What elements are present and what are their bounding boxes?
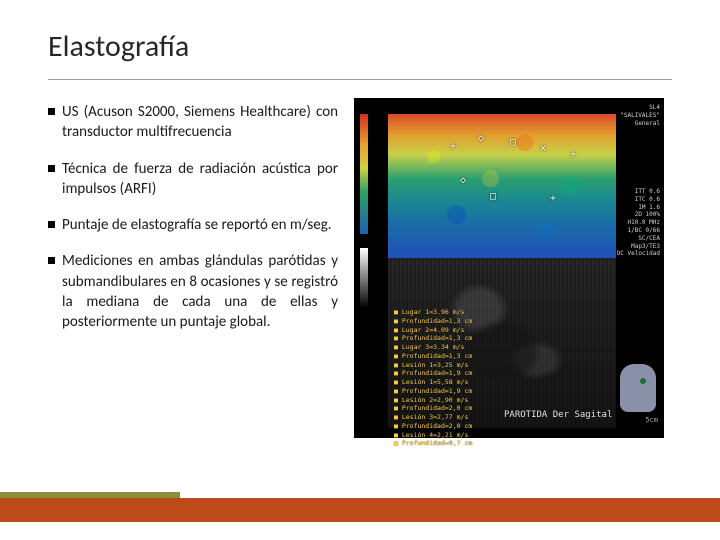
grayscale-bar [360, 248, 368, 308]
bullet-item: US (Acuson S2000, Siemens Healthcare) co… [48, 102, 338, 143]
measurement-line: ■ Profundidad=1,3 cm [394, 317, 504, 326]
measurement-line: ■ Profundidad=0,7 cm [394, 439, 504, 448]
bullet-text: Mediciones en ambas glándulas parótidas … [62, 251, 338, 332]
measurement-line: ■ Lesión 3=2,77 m/s [394, 413, 504, 422]
measurement-line: ■ Profundidad=2,0 cm [394, 404, 504, 413]
bullet-text: Técnica de fuerza de radiación acústica … [62, 159, 338, 200]
vendor-line: SL4 [620, 104, 660, 112]
measurement-line: ■ Profundidad=1,3 cm [394, 352, 504, 361]
footer-accent-bar [0, 498, 720, 522]
content-row: US (Acuson S2000, Siemens Healthcare) co… [48, 98, 672, 438]
bullet-item: Puntaje de elastografía se reportó en m/… [48, 215, 338, 235]
elastography-region: + ◇ □ ✕ + ◇ □ + [388, 114, 616, 258]
vendor-line: OC Velocidad [617, 250, 660, 258]
elasto-marker-icon: + [448, 142, 458, 152]
text-column: US (Acuson S2000, Siemens Healthcare) co… [48, 98, 338, 438]
measurement-line: ■ Profundidad=1,9 cm [394, 369, 504, 378]
measurement-line: ■ Profundidad=1,3 cm [394, 334, 504, 343]
image-caption: PAROTIDA Der Sagital [504, 410, 612, 420]
measurement-line: ■ Lugar 1=3.96 m/s [394, 308, 504, 317]
slide: Elastografía US (Acuson S2000, Siemens H… [0, 0, 720, 540]
bullet-text: Puntaje de elastografía se reportó en m/… [62, 215, 338, 235]
elasto-marker-icon: + [548, 194, 558, 204]
measurement-list: ■ Lugar 1=3.96 m/s■ Profundidad=1,3 cm■ … [394, 308, 504, 448]
elasto-noise [388, 114, 616, 258]
elasto-marker-icon: ◇ [458, 176, 468, 186]
vendor-line: SC/CEA [617, 235, 660, 243]
ultrasound-image: SL4 "SALIVALES" General ITT 0.6 ITC 0.6 … [354, 98, 664, 438]
elasto-marker-icon: ✕ [538, 144, 548, 154]
bullet-icon [48, 165, 55, 172]
measurement-line: ■ Profundidad=2,0 cm [394, 422, 504, 431]
measurement-line: ■ Lugar 3=3.34 m/s [394, 343, 504, 352]
elasto-marker-icon: + [568, 150, 578, 160]
probe-orientation-icon [620, 364, 656, 408]
bullet-text: US (Acuson S2000, Siemens Healthcare) co… [62, 102, 338, 143]
vendor-line: "SALIVALES" [620, 112, 660, 120]
bullet-icon [48, 257, 55, 264]
vendor-info-top: SL4 "SALIVALES" General [620, 104, 660, 127]
title-rule [48, 79, 672, 80]
vendor-info-mid: ITT 0.6 ITC 0.6 IM 1.6 2D 100% H10.0 MHz… [617, 188, 660, 258]
bullet-icon [48, 221, 55, 228]
bullet-icon [48, 108, 55, 115]
vendor-line: Map3/TE3 [617, 243, 660, 251]
image-scale: 5cm [645, 416, 658, 424]
measurement-line: ■ Lugar 2=4.09 m/s [394, 326, 504, 335]
slide-title: Elastografía [48, 28, 672, 65]
measurement-line: ■ Lesión 1=5,58 m/s [394, 378, 504, 387]
elasto-marker-icon: ◇ [476, 134, 486, 144]
bullet-item: Mediciones en ambas glándulas parótidas … [48, 251, 338, 332]
elasto-marker-icon: □ [488, 192, 498, 202]
vendor-line: ITC 0.6 [617, 196, 660, 204]
bullet-item: Técnica de fuerza de radiación acústica … [48, 159, 338, 200]
vendor-line: H10.0 MHz [617, 219, 660, 227]
vendor-line: ITT 0.6 [617, 188, 660, 196]
elasto-marker-icon: □ [508, 138, 518, 148]
elasto-colorbar [360, 114, 368, 234]
vendor-line: 1/BC 0/66 [617, 227, 660, 235]
vendor-line: General [620, 120, 660, 128]
measurement-line: ■ Profundidad=1,9 cm [394, 387, 504, 396]
vendor-line: IM 1.6 [617, 204, 660, 212]
vendor-line: 2D 100% [617, 211, 660, 219]
